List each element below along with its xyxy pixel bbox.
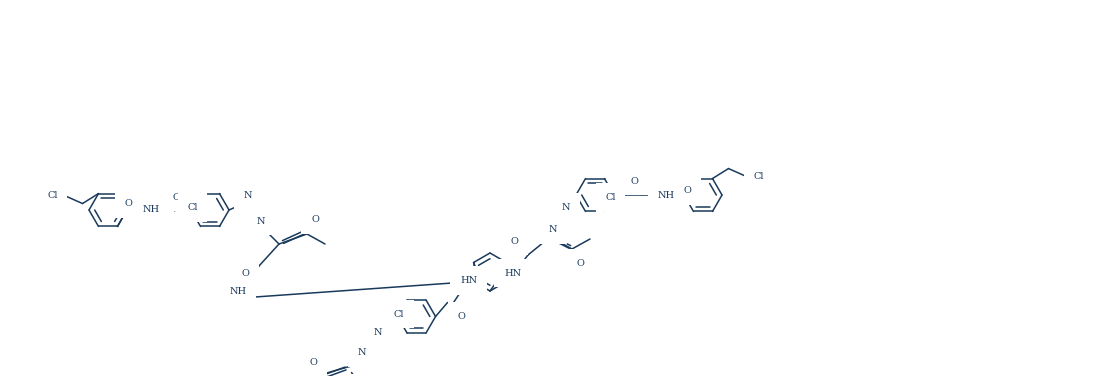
Text: O: O bbox=[510, 237, 518, 246]
Text: O: O bbox=[457, 312, 465, 321]
Text: O: O bbox=[172, 193, 180, 202]
Text: Cl: Cl bbox=[606, 193, 615, 202]
Text: N: N bbox=[373, 328, 382, 337]
Text: O: O bbox=[309, 358, 317, 367]
Text: NH: NH bbox=[657, 191, 675, 200]
Text: N: N bbox=[244, 191, 252, 200]
Text: O: O bbox=[576, 259, 584, 267]
Text: HN: HN bbox=[460, 276, 477, 285]
Text: Cl: Cl bbox=[47, 191, 58, 200]
Text: HN: HN bbox=[504, 268, 521, 277]
Text: O: O bbox=[683, 186, 691, 195]
Text: Cl: Cl bbox=[754, 172, 764, 181]
Text: O: O bbox=[241, 270, 249, 279]
Text: O: O bbox=[312, 215, 319, 224]
Text: N: N bbox=[562, 203, 570, 211]
Text: O: O bbox=[630, 176, 638, 185]
Text: NH: NH bbox=[229, 288, 247, 297]
Text: N: N bbox=[358, 348, 365, 357]
Text: N: N bbox=[548, 226, 557, 235]
Text: N: N bbox=[257, 217, 265, 226]
Text: O: O bbox=[125, 199, 133, 208]
Text: NH: NH bbox=[143, 206, 159, 214]
Text: Cl: Cl bbox=[394, 309, 405, 318]
Text: Cl: Cl bbox=[188, 203, 197, 212]
